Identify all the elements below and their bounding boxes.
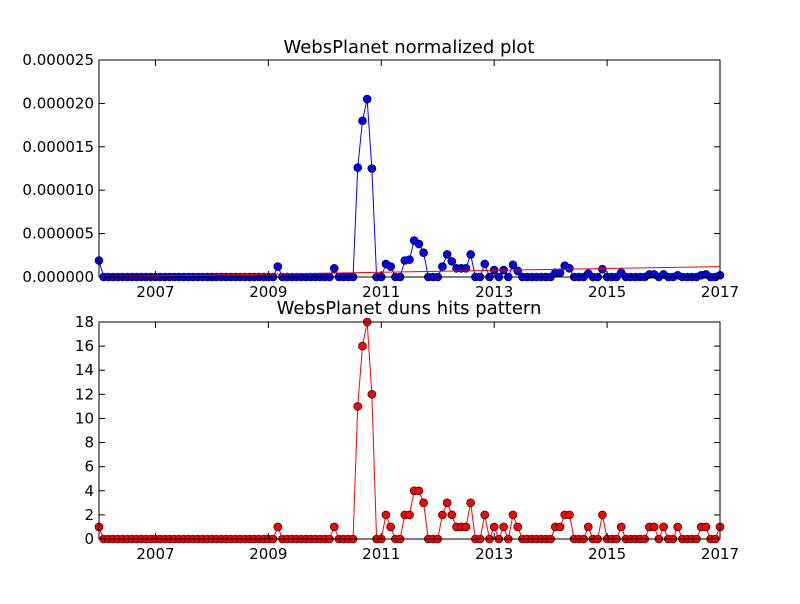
- duns-hits-plot-area: [99, 322, 720, 539]
- normalized-y-tick-label-2: 0.000010: [22, 181, 94, 199]
- normalized-plot-area: [99, 60, 720, 277]
- normalized-y-tick-label-5: 0.000025: [22, 51, 94, 69]
- duns-hits-point-78: [461, 522, 471, 532]
- normalized-point-73: [438, 262, 447, 271]
- duns-hits-point-73: [438, 510, 447, 520]
- duns-hits-y-tick-label-8: 16: [75, 337, 94, 355]
- normalized-point-74: [442, 250, 452, 259]
- normalized-y-tick-label-3: 0.000015: [22, 138, 94, 156]
- duns-hits-point-88: [508, 510, 518, 520]
- normalized-trend-line: [98, 266, 721, 278]
- duns-hits-y-tick-label-6: 12: [75, 385, 94, 403]
- normalized-point-82: [480, 259, 490, 269]
- duns-hits-point-111: [616, 522, 626, 532]
- normalized-plot-ticks: 2007 2009 2011 2013 2015 2017 0.000000 0.000005…: [22, 51, 739, 301]
- duns-hits-point-58: [367, 390, 377, 399]
- normalized-point-69: [419, 248, 428, 257]
- normalized-x-tick-label-2: 2011: [362, 283, 400, 301]
- duns-hits-y-tick-label-3: 6: [84, 458, 94, 476]
- duns-hits-y-tick-label-1: 2: [84, 506, 94, 524]
- duns-hits-point-62: [386, 522, 396, 532]
- duns-hits-x-tick-label-2: 2011: [362, 545, 400, 563]
- duns-hits-point-55: [353, 402, 363, 411]
- normalized-point-50: [329, 264, 339, 273]
- duns-hits-y-tick-label-4: 8: [84, 434, 94, 452]
- duns-hits-point-89: [513, 522, 523, 532]
- duns-hits-point-118: [649, 522, 659, 532]
- normalized-x-tick-label-5: 2017: [701, 283, 739, 301]
- duns-hits-ticks: 2007 2009 2011 2013 2015 2017 0 2 4 6 8 10 12 14 16 18: [75, 313, 739, 563]
- normalized-x-tick-label-3: 2013: [475, 283, 513, 301]
- duns-hits-x-tick-label-3: 2013: [475, 545, 513, 563]
- duns-hits-y-tick-label-0: 0: [84, 530, 94, 548]
- duns-hits-point-79: [466, 498, 475, 508]
- duns-hits-point-100: [565, 510, 574, 520]
- normalized-plot-frame: [98, 59, 721, 278]
- normalized-x-tick-label-0: 2007: [136, 283, 174, 301]
- normalized-x-tick-label-4: 2015: [588, 283, 626, 301]
- duns-hits-point-56: [358, 341, 367, 351]
- normalized-plot-panel: WebsPlanet normalized plot 2007 2009 2011 2…: [22, 37, 739, 301]
- duns-hits-point-61: [381, 510, 391, 520]
- duns-hits-x-tick-label-5: 2017: [701, 545, 739, 563]
- duns-hits-y-tick-label-9: 18: [75, 313, 94, 331]
- normalized-point-98: [555, 268, 565, 277]
- duns-hits-point-107: [598, 510, 607, 520]
- normalized-point-55: [353, 163, 363, 172]
- duns-hits-point-68: [414, 486, 424, 496]
- duns-hits-point-84: [489, 522, 499, 532]
- duns-hits-point-129: [701, 522, 711, 532]
- duns-hits-point-69: [419, 498, 428, 508]
- duns-hits-point-75: [447, 510, 457, 520]
- duns-hits-point-82: [480, 510, 490, 520]
- duns-hits-y-tick-label-7: 14: [75, 361, 94, 379]
- normalized-point-58: [367, 164, 377, 173]
- normalized-x-tick-label-1: 2009: [249, 283, 287, 301]
- normalized-point-100: [565, 264, 574, 273]
- normalized-y-tick-label-0: 0.000000: [22, 268, 94, 286]
- normalized-point-57: [362, 94, 372, 104]
- duns-hits-point-50: [329, 522, 339, 532]
- normalized-plot-title: WebsPlanet normalized plot: [283, 37, 534, 58]
- duns-hits-point-74: [442, 498, 452, 508]
- normalized-point-38: [273, 262, 283, 271]
- duns-hits-title: WebsPlanet duns hits pattern: [277, 298, 542, 319]
- normalized-point-107: [598, 264, 607, 274]
- duns-hits-point-120: [659, 522, 668, 532]
- duns-hits-point-104: [583, 522, 593, 532]
- normalized-point-89: [513, 266, 523, 276]
- duns-hits-y-tick-label-2: 4: [84, 482, 94, 500]
- normalized-point-62: [386, 262, 396, 271]
- normalized-point-68: [414, 239, 424, 249]
- duns-hits-x-tick-label-0: 2007: [136, 545, 174, 563]
- duns-hits-point-38: [273, 522, 283, 532]
- normalized-point-75: [447, 257, 457, 266]
- duns-hits-point-123: [673, 522, 682, 532]
- duns-hits-point-66: [405, 510, 414, 520]
- normalized-point-66: [405, 255, 414, 264]
- normalized-y-tick-label-1: 0.000005: [22, 225, 94, 243]
- duns-hits-panel: WebsPlanet duns hits pattern 2007 2009 201…: [75, 298, 739, 563]
- duns-hits-x-tick-label-1: 2009: [249, 545, 287, 563]
- normalized-point-79: [466, 250, 475, 259]
- normalized-y-tick-label-4: 0.000020: [22, 94, 94, 112]
- normalized-point-88: [508, 260, 518, 270]
- duns-hits-point-86: [499, 522, 508, 532]
- duns-hits-point-98: [555, 522, 565, 532]
- normalized-point-56: [358, 116, 367, 126]
- duns-hits-frame: [98, 321, 721, 540]
- duns-hits-y-tick-label-5: 10: [75, 409, 94, 427]
- duns-hits-x-tick-label-4: 2015: [588, 545, 626, 563]
